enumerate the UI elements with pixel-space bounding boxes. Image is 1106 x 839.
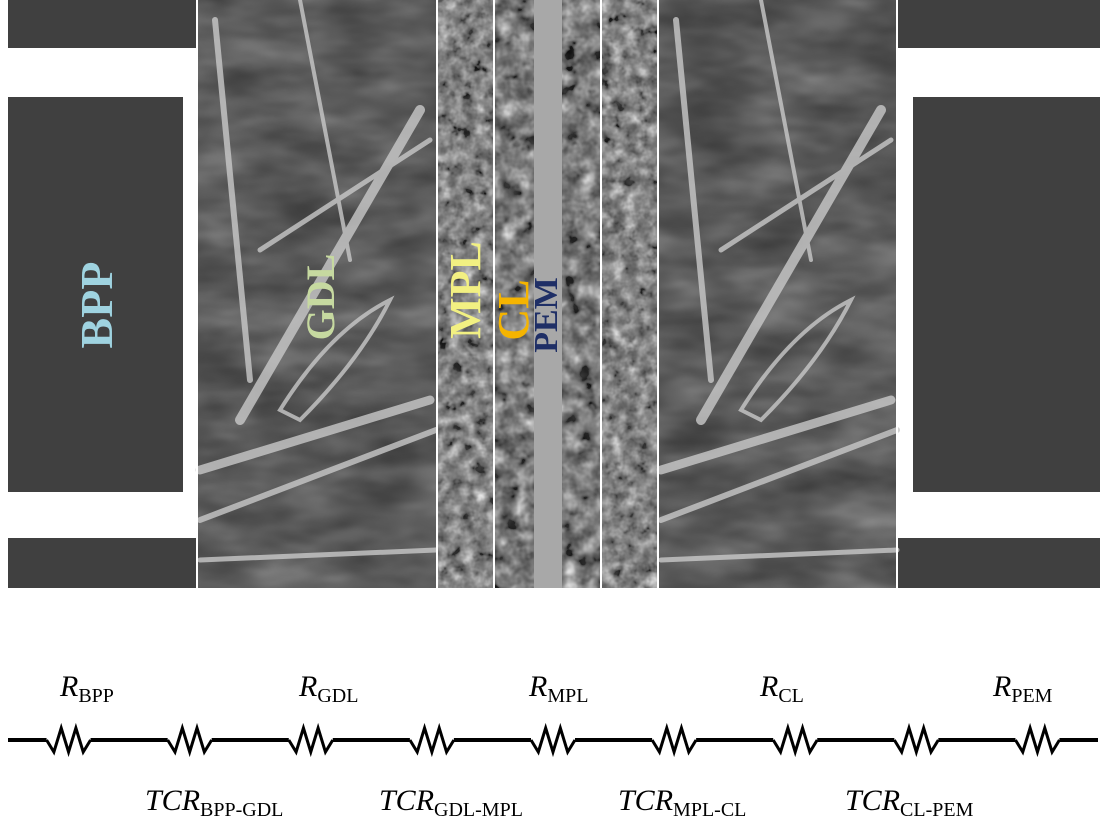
left-gdl-micrograph: [195, 0, 439, 588]
label-tcr-mpl-cl: TCRMPL-CL: [618, 784, 746, 821]
label-mpl: MPL: [441, 241, 490, 339]
right-cl-micrograph: [562, 0, 600, 588]
label-pem: PEM: [528, 277, 565, 353]
right-gdl-micrograph: [656, 0, 900, 588]
resistor-tcr-mpl-cl: [650, 722, 698, 758]
right-plate-land: [913, 97, 1100, 492]
right-plate-top-rib: [898, 0, 1100, 48]
resistor-tcr-bpp-gdl: [166, 722, 213, 758]
layer-stack-illustration: BPP GDL MPL CL PEM: [8, 0, 1100, 588]
left-plate-land: [8, 97, 183, 492]
label-tcr-gdl-mpl: TCRGDL-MPL: [379, 784, 523, 821]
resistor-gdl: [287, 722, 335, 758]
right-bipolar-plate: [898, 0, 1100, 588]
label-r-gdl: RGDL: [298, 670, 358, 707]
layer-separators: [196, 0, 898, 588]
label-bpp: BPP: [71, 262, 122, 349]
label-r-mpl: RMPL: [528, 670, 588, 707]
label-tcr-bpp-gdl: TCRBPP-GDL: [145, 784, 283, 821]
left-bipolar-plate: [8, 0, 196, 588]
left-plate-bottom-rib: [8, 538, 196, 588]
label-r-cl: RCL: [759, 670, 804, 707]
label-tcr-cl-pem: TCRCL-PEM: [845, 784, 974, 821]
resistor-mpl: [529, 722, 577, 758]
resistor-pem: [1014, 722, 1061, 758]
label-cl: CL: [489, 279, 538, 340]
right-mpl-micrograph: [601, 0, 657, 588]
pem-membrane: [534, 0, 562, 588]
resistor-tcr-cl-pem: [893, 722, 940, 758]
resistor-cl: [771, 722, 819, 758]
label-r-bpp: RBPP: [59, 670, 114, 707]
left-cl-micrograph: [494, 0, 534, 588]
thermal-resistance-circuit: RBPP RGDL RMPL RCL RPEM TCRBPP-GDL TCRGD…: [8, 670, 1098, 821]
label-r-pem: RPEM: [992, 670, 1053, 707]
left-plate-top-rib: [8, 0, 196, 48]
left-mpl-micrograph: [437, 0, 493, 588]
right-plate-bottom-rib: [898, 538, 1100, 588]
resistor-tcr-gdl-mpl: [408, 722, 456, 758]
label-gdl: GDL: [298, 254, 343, 341]
resistor-bpp: [45, 722, 92, 758]
